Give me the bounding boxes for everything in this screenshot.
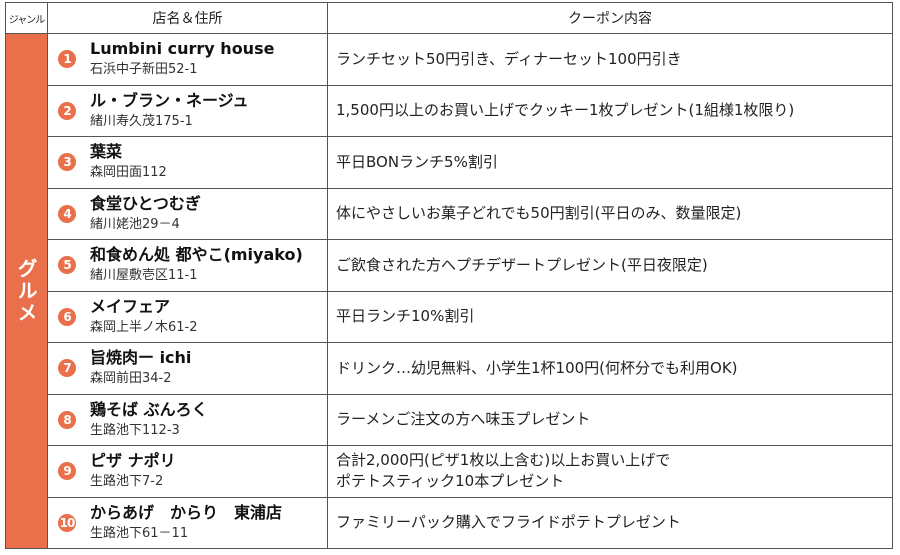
coupon-text: 平日ランチ10%割引: [336, 307, 475, 326]
shop-address: 緒川屋敷壱区11-1: [90, 268, 198, 284]
number-badge: 10: [58, 513, 76, 532]
number-badge: 5: [58, 256, 76, 275]
shop-name: ピザ ナポリ: [90, 451, 176, 471]
coupon-text: ご飲食された方へプチデザートプレゼント(平日夜限定): [336, 255, 708, 274]
shop-cell: 8 鶏そば ぶんろく生路池下112-3: [47, 393, 328, 446]
table-row: 9 ピザ ナポリ生路池下7-2 合計2,000円(ピザ1枚以上含む)以上お買い上げで…: [6, 445, 893, 498]
coupon-table: ジャンル 店名＆住所 クーポン内容 グルメ 1 Lumbini curry hous…: [5, 2, 893, 549]
shop-address: 生路池下7-2: [90, 474, 164, 490]
table-row: 2 ル・ブラン・ネージュ緒川寿久茂175-1 1,500円以上のお買い上げでクッキー…: [6, 84, 893, 137]
coupon-cell: ご飲食された方へプチデザートプレゼント(平日夜限定): [327, 239, 893, 292]
coupon-text: ファミリーパック購入でフライドポテトプレゼント: [336, 513, 681, 532]
number-badge: 2: [58, 101, 76, 120]
shop-name: 鶏そば ぶんろく: [90, 399, 208, 419]
table-row: 4 食堂ひとつむぎ緒川姥池29－4 体にやさしいお菓子どれでも50円割引(平日のみ、…: [6, 187, 893, 240]
shop-name: ル・ブラン・ネージュ: [90, 90, 249, 110]
number-badge: 3: [58, 153, 76, 172]
table-row: グルメ 1 Lumbini curry house 石浜中子新田52-1 ランチセット5…: [5, 33, 893, 549]
shop-cell: 7 旨焼肉ー ichi 森岡前田34-2: [47, 342, 328, 395]
number-badge: 9: [58, 462, 76, 481]
shop-address: 生路池下112-3: [90, 422, 180, 438]
coupon-text: 体にやさしいお菓子どれでも50円割引(平日のみ、数量限定): [336, 204, 742, 223]
table-row: 7 旨焼肉ー ichi 森岡前田34-2 ドリンク…幼児無料、小学生1杯100円(何杯…: [6, 342, 893, 395]
coupon-text: ドリンク…幼児無料、小学生1杯100円(何杯分でも利用OK): [336, 358, 738, 377]
shop-name: 旨焼肉ー ichi: [90, 348, 192, 368]
shop-cell: 10 からあげ からり 東浦店生路池下61－11: [47, 496, 328, 549]
number-badge: 7: [58, 359, 76, 378]
shop-cell: 9 ピザ ナポリ生路池下7-2: [47, 445, 328, 498]
coupon-text: 平日BONランチ5%割引: [336, 152, 498, 171]
shop-name: Lumbini curry house: [90, 39, 275, 59]
coupon-cell: ラーメンご注文の方へ味玉プレゼント: [327, 393, 893, 446]
coupon-cell: 平日ランチ10%割引: [327, 290, 893, 343]
shop-address: 森岡前田34-2: [90, 371, 172, 387]
coupon-cell: 1,500円以上のお買い上げでクッキー1枚プレゼント(1組様1枚限り): [327, 84, 893, 137]
shop-address: 森岡上半ノ木61-2: [90, 319, 198, 335]
shop-address: 石浜中子新田52-1: [90, 62, 198, 78]
coupon-text: 1,500円以上のお買い上げでクッキー1枚プレゼント(1組様1枚限り): [336, 101, 795, 120]
table-row: 6 メイフェア森岡上半ノ木61-2 平日ランチ10%割引: [6, 290, 893, 343]
genre-label: グルメ: [5, 33, 48, 549]
table-row: 8 鶏そば ぶんろく生路池下112-3 ラーメンご注文の方へ味玉プレゼント: [6, 393, 893, 446]
coupon-text: ラーメンご注文の方へ味玉プレゼント: [336, 410, 591, 429]
number-badge: 8: [58, 410, 76, 429]
number-badge: 4: [58, 204, 76, 223]
number-badge: 6: [58, 307, 76, 326]
shop-cell: 4 食堂ひとつむぎ緒川姥池29－4: [47, 187, 328, 240]
number-badge: 1: [58, 50, 76, 69]
coupon-cell: 平日BONランチ5%割引: [327, 136, 893, 189]
coupon-cell: ファミリーパック購入でフライドポテトプレゼント: [327, 496, 893, 549]
shop-name: 和食めん処 都やこ(miyako): [90, 245, 303, 265]
shop-cell: 1 Lumbini curry house 石浜中子新田52-1: [47, 33, 328, 86]
shop-name: 葉菜: [90, 142, 123, 162]
header-genre: ジャンル: [5, 2, 48, 34]
shop-cell: 2 ル・ブラン・ネージュ緒川寿久茂175-1: [47, 84, 328, 137]
header-coupon: クーポン内容: [327, 2, 893, 34]
coupon-cell: ドリンク…幼児無料、小学生1杯100円(何杯分でも利用OK): [327, 342, 893, 395]
shop-name: 食堂ひとつむぎ: [90, 193, 201, 213]
shop-address: 緒川姥池29－4: [90, 216, 180, 232]
table-row: 3 葉菜森岡田面112 平日BONランチ5%割引: [6, 136, 893, 189]
shop-name: からあげ からり 東浦店: [90, 502, 283, 522]
table-row: 10 からあげ からり 東浦店生路池下61－11 ファミリーパック購入でフライドポテ…: [6, 496, 893, 549]
coupon-cell: 体にやさしいお菓子どれでも50円割引(平日のみ、数量限定): [327, 187, 893, 240]
coupon-cell: 合計2,000円(ピザ1枚以上含む)以上お買い上げで ポテトスティック10本プレ…: [327, 445, 893, 498]
shop-address: 生路池下61－11: [90, 525, 189, 541]
shop-cell: 6 メイフェア森岡上半ノ木61-2: [47, 290, 328, 343]
header-shop: 店名＆住所: [47, 2, 328, 34]
coupon-cell: ランチセット50円引き、ディナーセット100円引き: [327, 33, 893, 86]
coupon-text: 合計2,000円(ピザ1枚以上含む)以上お買い上げで ポテトスティック10本プレ…: [336, 451, 671, 491]
shop-cell: 3 葉菜森岡田面112: [47, 136, 328, 189]
shop-address: 森岡田面112: [90, 165, 167, 181]
table-row: 5 和食めん処 都やこ(miyako) 緒川屋敷壱区11-1 ご飲食された方へプチデザ…: [6, 239, 893, 292]
shop-address: 緒川寿久茂175-1: [90, 113, 193, 129]
coupon-text: ランチセット50円引き、ディナーセット100円引き: [336, 49, 682, 68]
shop-cell: 5 和食めん処 都やこ(miyako) 緒川屋敷壱区11-1: [47, 239, 328, 292]
shop-name: メイフェア: [90, 296, 171, 316]
